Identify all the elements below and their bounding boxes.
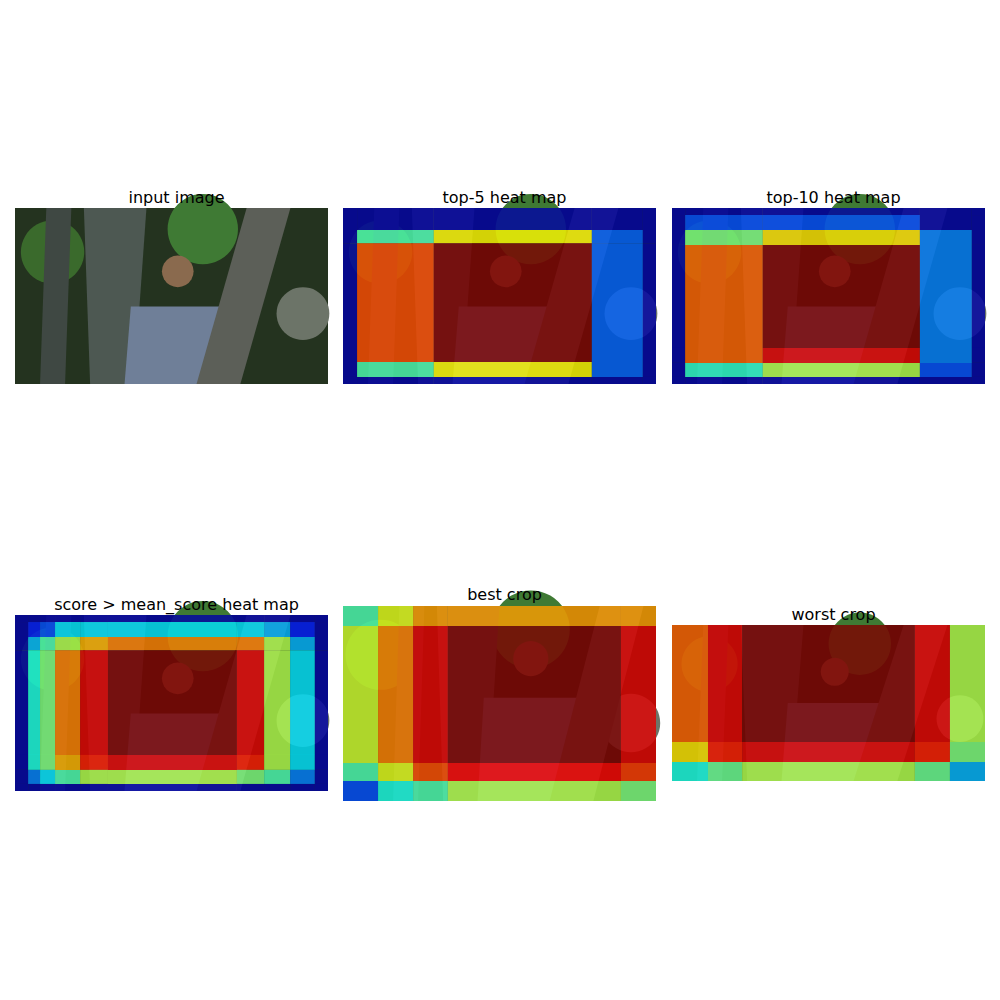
svg-text:best crop: best crop <box>467 585 542 604</box>
svg-text:input image: input image <box>128 188 224 207</box>
svg-text:score > mean_score heat map: score > mean_score heat map <box>54 595 299 615</box>
svg-text:worst crop: worst crop <box>791 605 875 624</box>
svg-text:top-10 heat map: top-10 heat map <box>766 188 900 207</box>
svg-text:top-5 heat map: top-5 heat map <box>443 188 567 207</box>
